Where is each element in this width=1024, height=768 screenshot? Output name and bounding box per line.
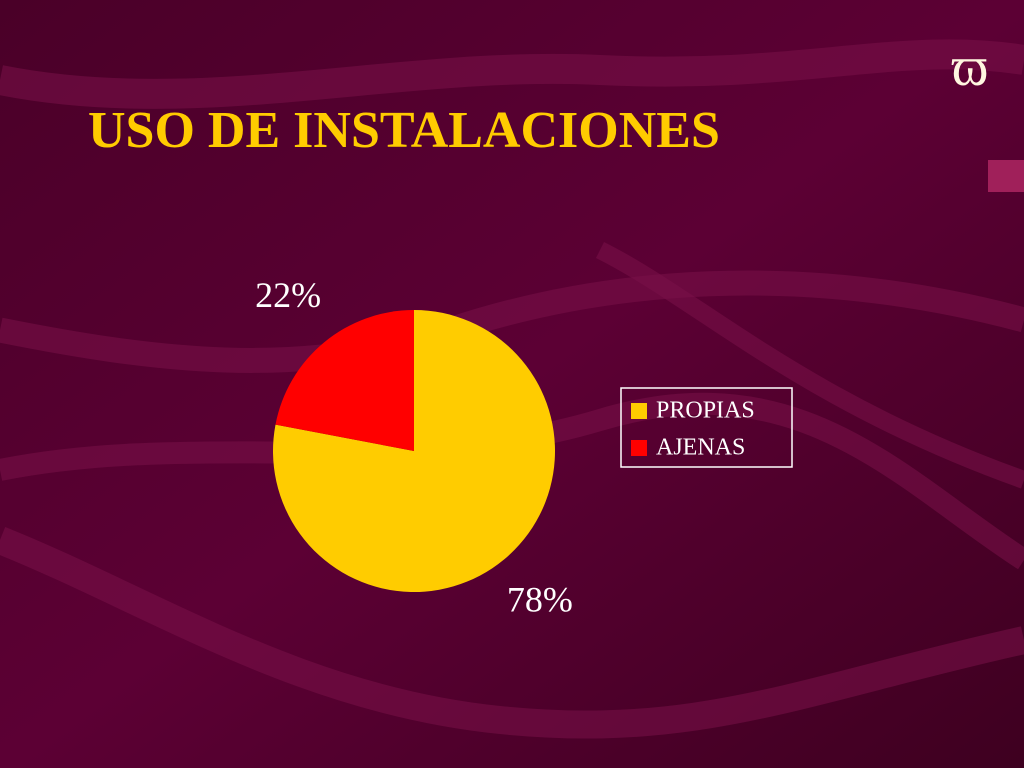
chart-title: USO DE INSTALACIONES xyxy=(88,102,720,159)
legend-swatch xyxy=(631,403,647,419)
data-label: 78% xyxy=(507,579,573,619)
legend-label: AJENAS xyxy=(656,435,745,461)
legend-box xyxy=(620,387,793,468)
legend-label: PROPIAS xyxy=(656,398,755,424)
pie-slice xyxy=(272,310,555,592)
decor-tab xyxy=(988,160,1024,192)
data-label: 22% xyxy=(255,275,321,315)
logo: ϖ xyxy=(952,36,989,98)
pie-slice xyxy=(275,310,414,451)
legend-swatch xyxy=(631,440,647,456)
